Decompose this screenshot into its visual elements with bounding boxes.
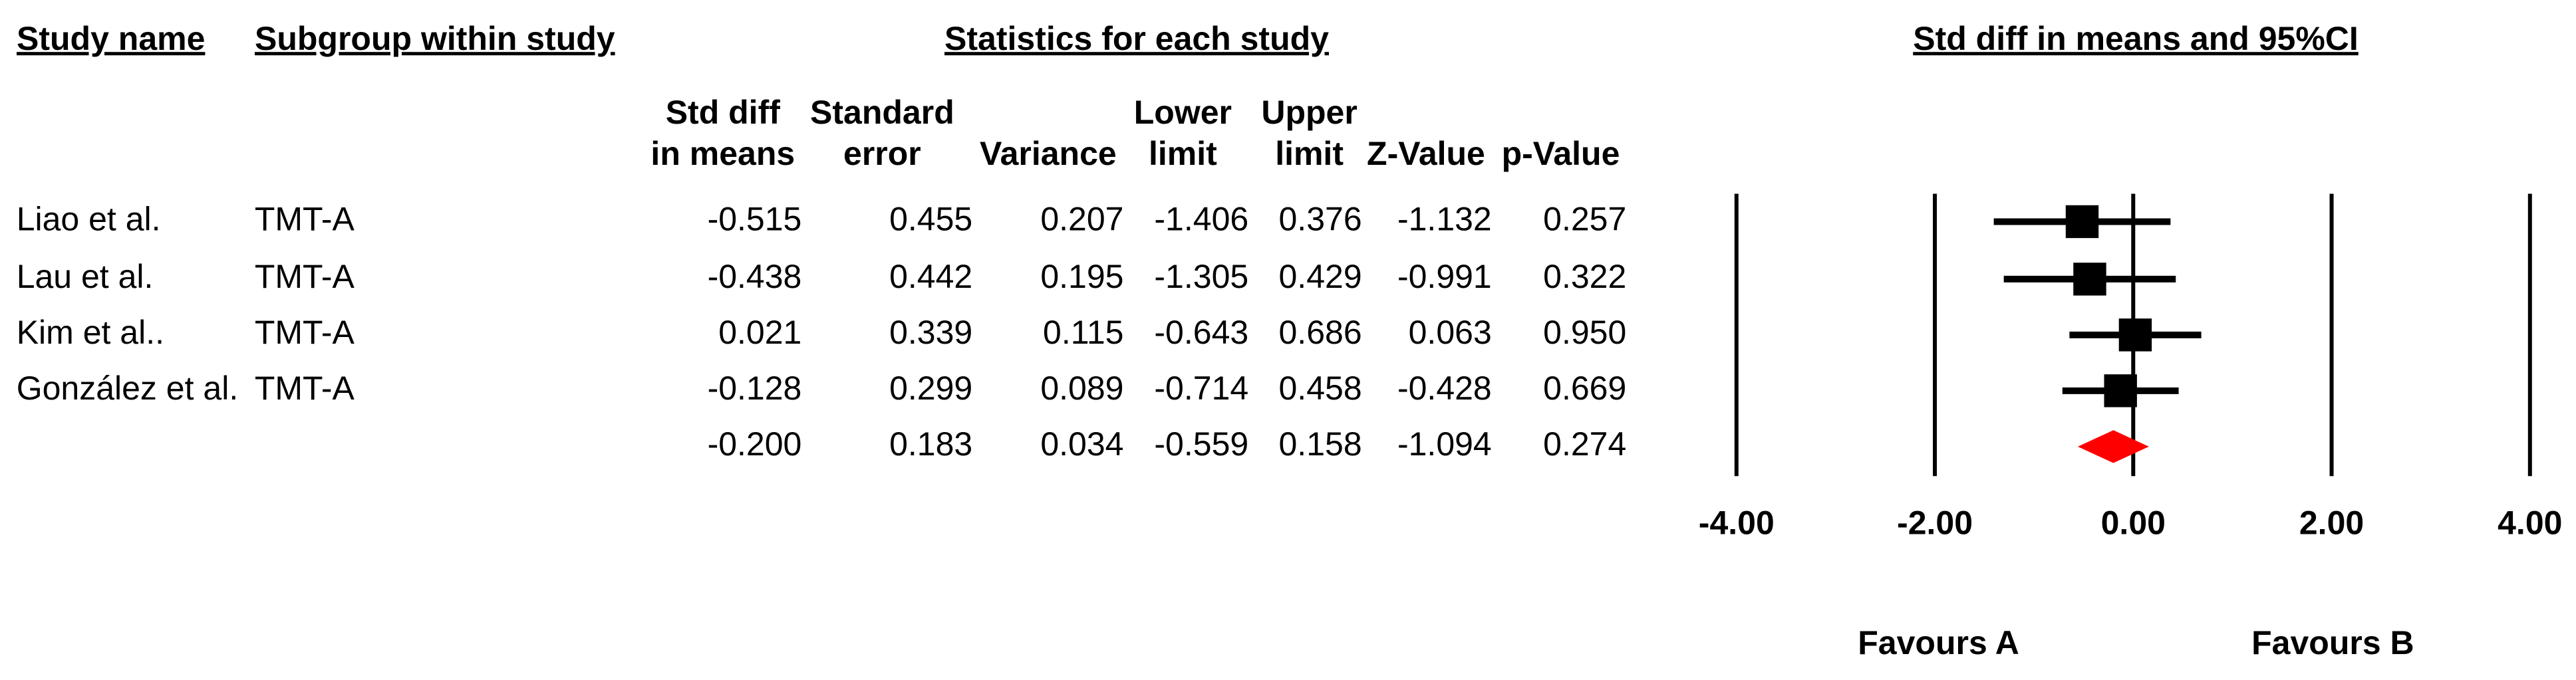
- stat-value: -0.128: [708, 370, 802, 407]
- stat-value: -0.714: [1154, 370, 1248, 407]
- subgroup: TMT-A: [255, 201, 355, 238]
- stat-value: 0.455: [889, 201, 972, 238]
- stat-value: 0.257: [1543, 201, 1626, 238]
- stat-value: 0.322: [1543, 258, 1626, 295]
- stat-value: -1.132: [1397, 201, 1492, 238]
- stat-value: -1.305: [1154, 258, 1248, 295]
- summary-value: 0.183: [889, 425, 972, 463]
- summary-value: 0.158: [1279, 425, 1362, 463]
- subgroup: TMT-A: [255, 258, 355, 295]
- x-tick-label: 4.00: [2498, 505, 2562, 542]
- x-tick-label: -4.00: [1699, 505, 1775, 542]
- point-estimate: [2118, 318, 2152, 352]
- column-header: error: [843, 135, 921, 172]
- stat-value: 0.207: [1040, 201, 1123, 238]
- x-tick-label: 2.00: [2299, 505, 2364, 542]
- stat-value: 0.686: [1279, 314, 1362, 351]
- column-header: limit: [1149, 135, 1217, 172]
- stat-value: 0.950: [1543, 314, 1626, 351]
- study-header: Study name: [17, 20, 205, 57]
- column-header: Lower: [1134, 94, 1232, 131]
- stat-value: 0.089: [1040, 370, 1123, 407]
- stat-value: 0.339: [889, 314, 972, 351]
- column-header: limit: [1275, 135, 1344, 172]
- summary-value: -1.094: [1397, 425, 1492, 463]
- summary-diamond: [2077, 430, 2149, 463]
- plot-header: Std diff in means and 95%CI: [1913, 20, 2359, 57]
- column-header: in means: [650, 135, 795, 172]
- stat-value: -1.406: [1154, 201, 1248, 238]
- stat-value: -0.643: [1154, 314, 1248, 351]
- stat-value: 0.021: [718, 314, 801, 351]
- summary-value: 0.034: [1040, 425, 1123, 463]
- summary-value: -0.200: [708, 425, 802, 463]
- stat-value: -0.438: [708, 258, 802, 295]
- study-name: Kim et al..: [17, 314, 164, 351]
- stat-value: -0.991: [1397, 258, 1492, 295]
- summary-value: -0.559: [1154, 425, 1248, 463]
- stat-value: 0.458: [1279, 370, 1362, 407]
- stat-value: 0.195: [1040, 258, 1123, 295]
- stat-value: 0.669: [1543, 370, 1626, 407]
- point-estimate: [2104, 374, 2137, 407]
- stat-value: 0.376: [1279, 201, 1362, 238]
- favours-label: Favours B: [2251, 624, 2414, 661]
- study-name: Liao et al.: [17, 201, 161, 238]
- stat-value: 0.429: [1279, 258, 1362, 295]
- column-header: Std diff: [666, 94, 781, 131]
- summary-value: 0.274: [1543, 425, 1626, 463]
- x-tick-label: -2.00: [1897, 505, 1973, 542]
- stat-value: 0.063: [1409, 314, 1492, 351]
- stat-value: 0.299: [889, 370, 972, 407]
- point-estimate: [2065, 205, 2099, 239]
- column-header: Standard: [810, 94, 954, 131]
- subgroup: TMT-A: [255, 370, 355, 407]
- column-header: Variance: [980, 135, 1117, 172]
- point-estimate: [2073, 263, 2106, 296]
- stat-value: 0.115: [1043, 314, 1123, 351]
- statistics-header: Statistics for each study: [944, 20, 1329, 57]
- x-tick-label: 0.00: [2101, 505, 2166, 542]
- favours-label: Favours A: [1858, 624, 2019, 661]
- study-name: González et al.: [17, 370, 239, 407]
- stat-value: -0.515: [708, 201, 802, 238]
- column-header: Z-Value: [1367, 135, 1485, 172]
- column-header: p-Value: [1502, 135, 1620, 172]
- stat-value: -0.428: [1397, 370, 1492, 407]
- study-name: Lau et al.: [17, 258, 154, 295]
- stat-value: 0.442: [889, 258, 972, 295]
- subgroup: TMT-A: [255, 314, 355, 351]
- column-header: Upper: [1261, 94, 1357, 131]
- subgroup-header: Subgroup within study: [255, 20, 615, 57]
